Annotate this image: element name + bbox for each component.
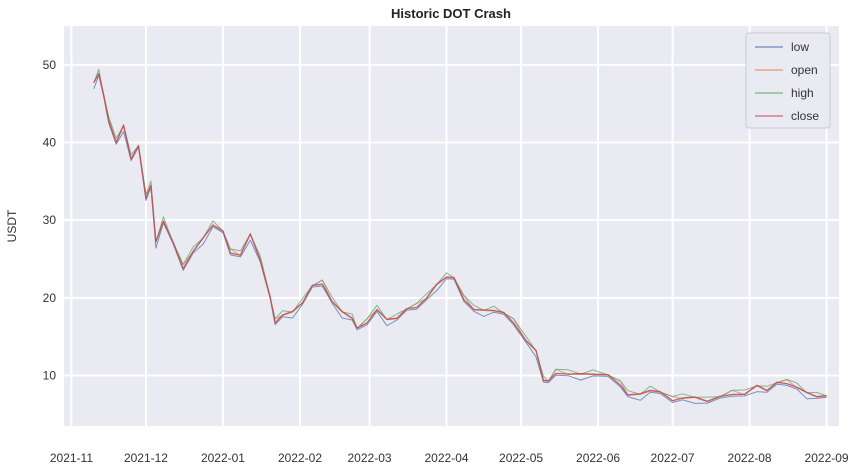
x-tick-label: 2022-01 <box>201 451 245 465</box>
x-tick-label: 2021-11 <box>50 451 93 465</box>
y-tick-label: 50 <box>43 58 57 72</box>
x-tick-label: 2022-02 <box>278 451 322 465</box>
series-line-high <box>93 68 827 398</box>
x-tick-label: 2022-04 <box>425 451 469 465</box>
x-tick-label: 2022-09 <box>805 451 849 465</box>
legend-label-high: high <box>791 86 814 100</box>
legend-label-open: open <box>791 63 818 77</box>
x-tick-labels: 2021-11 2021-12 2022-01 2022-02 2022-03 2022-… <box>50 451 849 465</box>
legend-label-close: close <box>791 109 819 123</box>
x-tick-label: 2022-06 <box>576 451 620 465</box>
x-tick-label: 2022-08 <box>728 451 772 465</box>
x-tick-label: 2021-12 <box>124 451 168 465</box>
series-line-close <box>93 72 827 402</box>
y-tick-label: 20 <box>43 291 57 305</box>
x-tick-label: 2022-03 <box>348 451 392 465</box>
x-tick-label: 2022-07 <box>651 451 695 465</box>
x-tick-label: 2022-05 <box>499 451 543 465</box>
legend-box <box>745 32 831 129</box>
y-tick-label: 30 <box>43 213 57 227</box>
legend: low open high close <box>745 32 831 129</box>
y-tick-labels: 10 20 30 40 50 <box>43 58 57 383</box>
legend-label-low: low <box>791 40 809 54</box>
plot-area <box>64 26 839 426</box>
chart-title: Historic DOT Crash <box>391 6 511 21</box>
y-axis-label: USDT <box>5 209 19 242</box>
y-tick-label: 40 <box>43 136 57 150</box>
series-lines <box>93 68 827 404</box>
y-tick-label: 10 <box>43 369 57 383</box>
